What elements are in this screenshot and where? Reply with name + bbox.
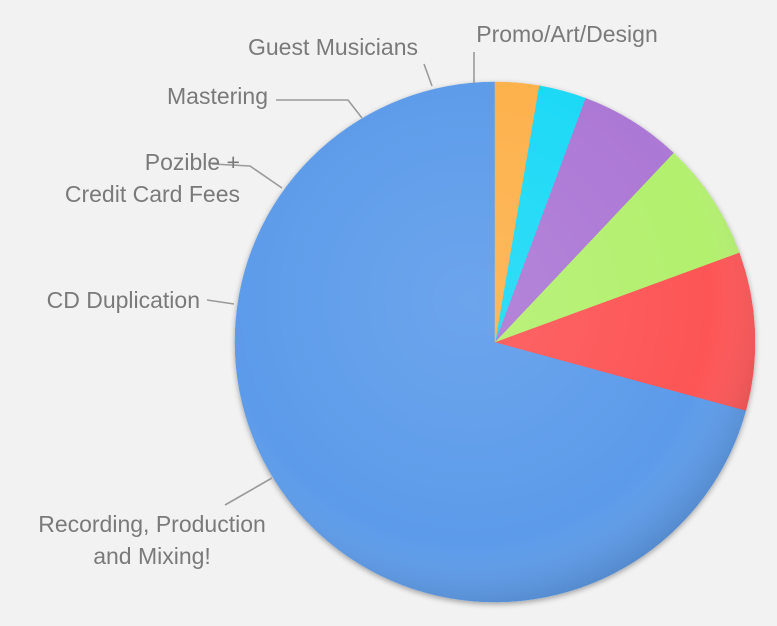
slice-label-line: and Mixing! <box>93 543 211 569</box>
slice-label: Pozible + Credit Card Fees <box>65 149 240 207</box>
slice-label-line: Guest Musicians <box>248 34 418 60</box>
slice-label-line: Promo/Art/Design <box>476 21 658 47</box>
leader-line <box>423 63 433 87</box>
leader-line <box>211 163 283 189</box>
leader-lines <box>206 52 475 506</box>
leader-line <box>206 299 235 305</box>
leader-line <box>276 99 363 119</box>
slice-label-line: CD Duplication <box>47 287 200 313</box>
slice-label-line: Recording, Production <box>38 511 266 537</box>
slice-label: Recording, Production and Mixing! <box>38 511 266 569</box>
slice-labels: Recording, Production and Mixing! CD Dupli… <box>38 21 658 569</box>
slice-label-line: Pozible + <box>145 149 240 175</box>
slice-label-line: Credit Card Fees <box>65 181 240 207</box>
leader-line <box>224 477 273 506</box>
slice-label: Promo/Art/Design <box>476 21 658 47</box>
slice-label: CD Duplication <box>47 287 200 313</box>
slice-label-line: Mastering <box>167 83 268 109</box>
pie-slices <box>234 81 756 603</box>
slice-label: Guest Musicians <box>248 34 418 60</box>
slice-label: Mastering <box>167 83 268 109</box>
